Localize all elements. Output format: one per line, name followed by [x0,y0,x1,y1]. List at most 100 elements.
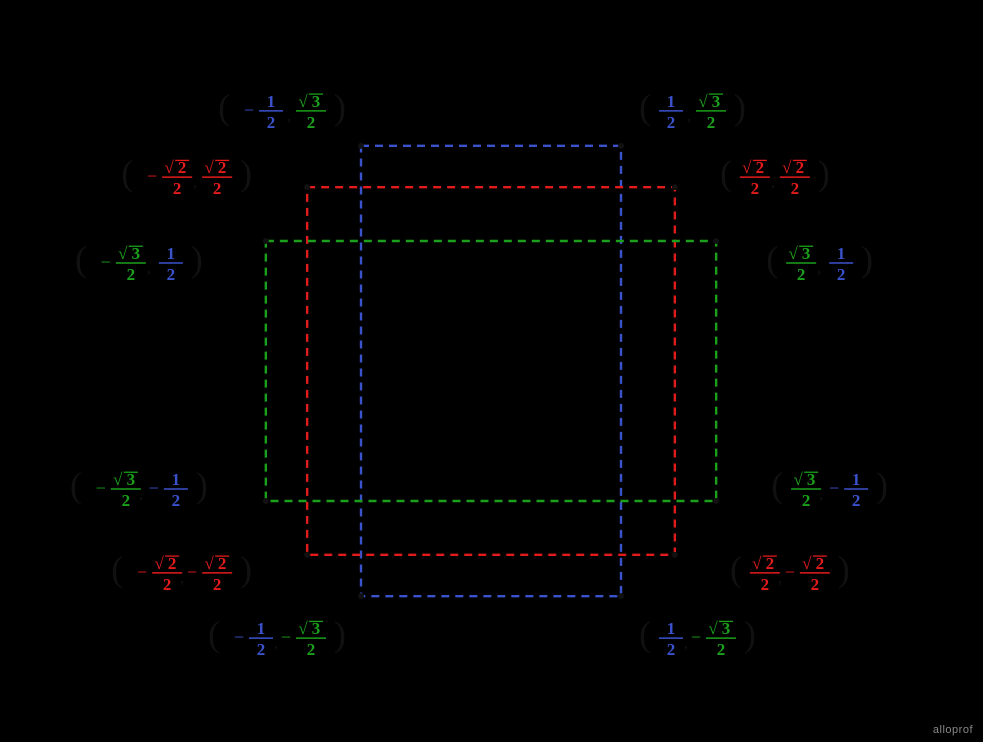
paren-right: ) [838,549,850,589]
p225-dot [304,552,310,558]
denominator: 2 [122,491,131,510]
minus-sign: − [96,478,106,498]
p315-dot [672,552,678,558]
paren-right: ) [734,87,746,127]
minus-sign: − [149,478,159,498]
radical-sign: √ [113,470,123,489]
denominator: 2 [667,113,676,132]
p135-dot [304,184,310,190]
paren-left: ( [70,465,82,505]
p120-dot [358,143,364,149]
paren-left: ( [730,549,742,589]
denominator: 2 [213,575,222,594]
watermark: alloprof [933,724,973,736]
p315-label: √22−√22,() [730,549,850,594]
comma: , [687,106,691,125]
p60-label: 12√32,() [639,87,746,132]
comma: , [274,633,278,652]
denominator: 2 [173,179,182,198]
comma: , [771,172,775,191]
paren-left: ( [720,153,732,193]
p135-label: −√22√22,() [121,153,252,198]
radical-sign: √ [742,158,752,177]
p330-label: √32−12,() [771,465,888,510]
comma: , [819,484,823,503]
radical-sign: √ [708,619,718,638]
radical-sign: √ [782,158,792,177]
minus-sign: − [244,100,254,120]
denominator: 2 [811,575,820,594]
comma: , [287,106,291,125]
p240-dot [358,593,364,599]
radical-sign: √ [698,92,708,111]
paren-left: ( [75,239,87,279]
p300-dot [618,593,624,599]
denominator: 2 [797,265,806,284]
minus-sign: − [691,627,701,647]
comma: , [147,258,151,277]
denominator: 2 [852,491,861,510]
radical-sign: √ [788,244,798,263]
radical-sign: √ [154,554,164,573]
numerator: 1 [172,470,181,489]
p150-dot [263,238,269,244]
radical-sign: √ [204,158,214,177]
paren-right: ) [744,614,756,654]
minus-sign: − [101,252,111,272]
p120-label: −12√32,() [218,87,346,132]
minus-sign: − [137,562,147,582]
numerator: 1 [667,92,676,111]
comma: , [778,568,782,587]
comma: , [817,258,821,277]
p300-label: 12−√32,() [639,614,756,659]
paren-right: ) [861,239,873,279]
p330-dot [713,498,719,504]
comma: , [684,633,688,652]
p150-label: −√3212,() [75,239,203,284]
numerator: 1 [257,619,266,638]
radical-sign: √ [752,554,762,573]
paren-left: ( [218,87,230,127]
denominator: 2 [667,640,676,659]
p45-dot [672,184,678,190]
minus-sign: − [187,562,197,582]
denominator: 2 [802,491,811,510]
p60-dot [618,143,624,149]
denominator: 2 [717,640,726,659]
numerator: 1 [267,92,276,111]
denominator: 2 [163,575,172,594]
denominator: 2 [791,179,800,198]
paren-left: ( [771,465,783,505]
radical-sign: √ [204,554,214,573]
denominator: 2 [213,179,222,198]
paren-right: ) [334,87,346,127]
denominator: 2 [707,113,716,132]
numerator: 1 [837,244,846,263]
paren-right: ) [240,153,252,193]
denominator: 2 [307,640,316,659]
paren-left: ( [766,239,778,279]
numerator: 1 [852,470,861,489]
p225-label: −√22−√22,() [111,549,252,594]
denominator: 2 [267,113,276,132]
numerator: 1 [667,619,676,638]
denominator: 2 [837,265,846,284]
numerator: 1 [167,244,176,263]
paren-left: ( [639,614,651,654]
paren-left: ( [121,153,133,193]
radical-sign: √ [802,554,812,573]
p30-label: √3212,() [766,239,873,284]
paren-right: ) [876,465,888,505]
minus-sign: − [785,562,795,582]
paren-right: ) [240,549,252,589]
minus-sign: − [281,627,291,647]
minus-sign: − [234,627,244,647]
radical-sign: √ [164,158,174,177]
denominator: 2 [761,575,770,594]
minus-sign: − [147,166,157,186]
denominator: 2 [257,640,266,659]
comma: , [180,568,184,587]
denominator: 2 [751,179,760,198]
paren-right: ) [334,614,346,654]
paren-left: ( [111,549,123,589]
